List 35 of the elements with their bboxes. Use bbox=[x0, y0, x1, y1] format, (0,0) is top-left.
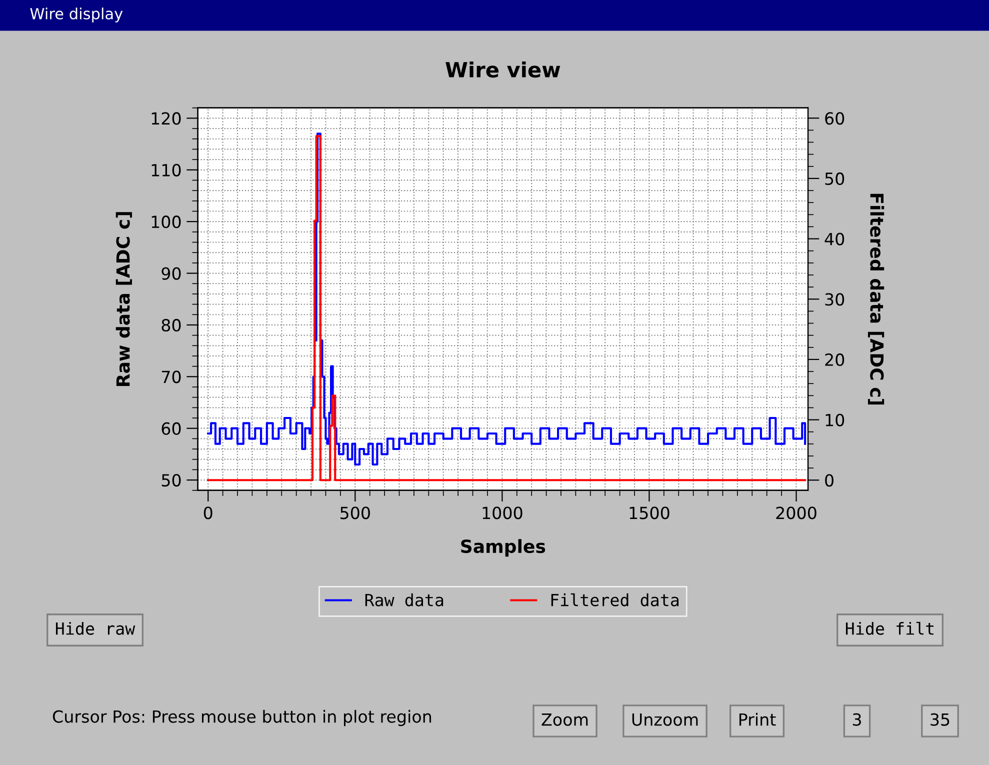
y-axis-title: Raw data [ADC c] bbox=[116, 212, 132, 386]
y-tick-label: 60 bbox=[162, 422, 181, 435]
text: Hide filt bbox=[846, 622, 934, 635]
y-tick-label: 100 bbox=[152, 216, 181, 228]
x-tick-label: 2000 bbox=[776, 506, 816, 520]
text: 35 bbox=[930, 713, 950, 726]
text: Wire display bbox=[30, 8, 123, 22]
y2-tick-label: 0 bbox=[825, 474, 834, 487]
y-tick-label: 50 bbox=[162, 474, 181, 487]
y-tick-label: 70 bbox=[162, 370, 181, 384]
x-tick-label: 1500 bbox=[630, 506, 670, 520]
text: Hide raw bbox=[56, 622, 136, 635]
text: Cursor Pos: Press mouse button in plot region bbox=[52, 710, 431, 726]
y2-axis-title: Filtered data [ADC c] bbox=[868, 194, 884, 404]
y-tick-label: 110 bbox=[152, 164, 181, 176]
y2-tick-label: 50 bbox=[825, 172, 844, 186]
y-tick-label: 80 bbox=[162, 318, 181, 332]
y2-tick-label: 30 bbox=[825, 293, 844, 306]
y2-tick-label: 60 bbox=[825, 112, 844, 125]
y-tick-label: 90 bbox=[162, 267, 181, 280]
text: 3 bbox=[852, 713, 861, 726]
y2-tick-label: 10 bbox=[826, 414, 844, 426]
x-axis-title: Samples bbox=[461, 539, 546, 557]
y-tick-label: 120 bbox=[152, 112, 181, 125]
legend-label: Raw data bbox=[365, 593, 444, 606]
x-tick-label: 1000 bbox=[482, 506, 522, 520]
chart-title: Wire view bbox=[446, 61, 560, 78]
x-tick-label: 500 bbox=[340, 506, 370, 520]
y2-tick-label: 20 bbox=[825, 353, 844, 366]
y2-tick-label: 40 bbox=[824, 232, 844, 246]
text: Zoom bbox=[542, 713, 588, 726]
text: Unzoom bbox=[632, 713, 698, 726]
text: Print bbox=[739, 712, 776, 726]
legend-label: Filtered data bbox=[551, 593, 679, 606]
x-tick-label: 0 bbox=[204, 506, 212, 520]
